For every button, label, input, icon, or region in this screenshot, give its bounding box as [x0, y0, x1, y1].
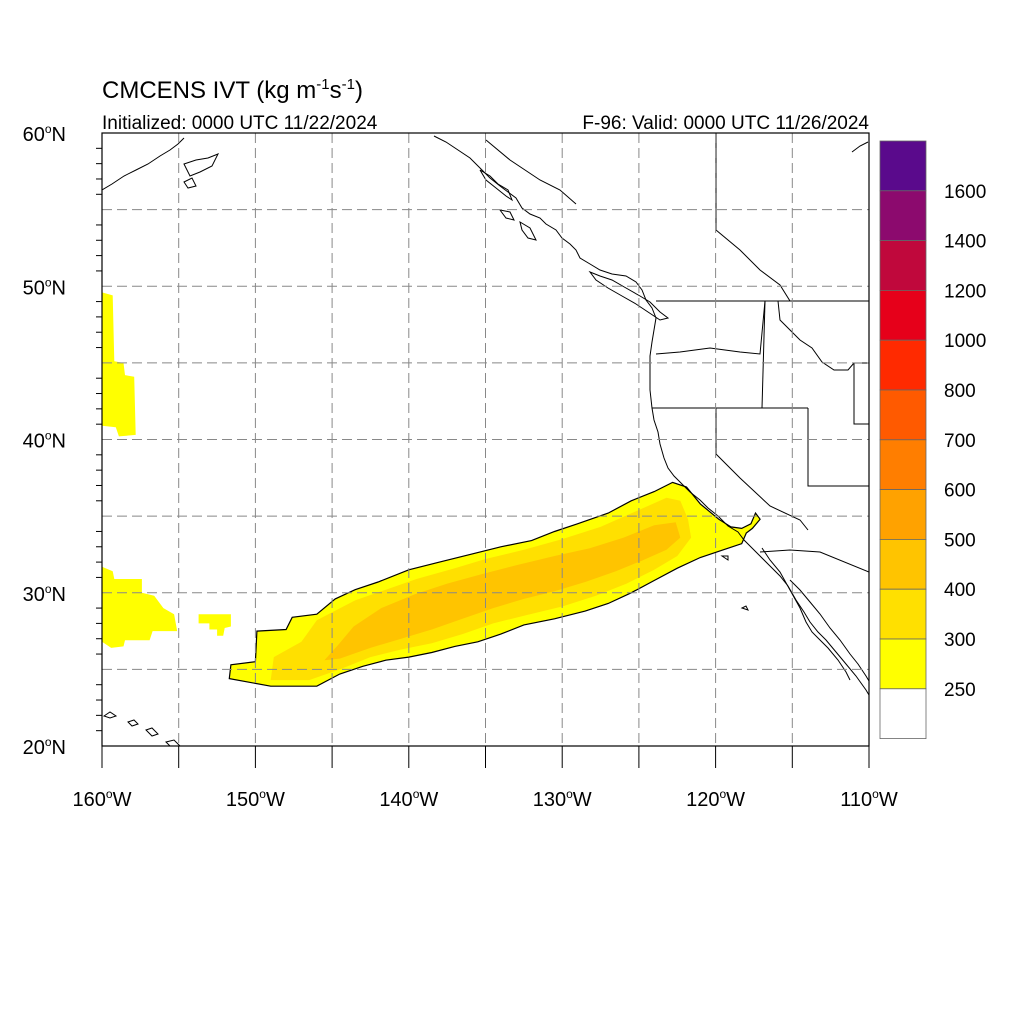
colorbar-swatch — [879, 539, 927, 590]
coastline-hudson — [851, 141, 869, 153]
border-id-east — [761, 300, 766, 409]
coastline-channel-islands — [720, 555, 749, 611]
lon-label: 120oW — [686, 787, 745, 811]
ivt-patch-small — [198, 614, 231, 636]
colorbar-swatch — [879, 688, 927, 739]
coastline-alaska-sw — [102, 137, 185, 191]
border-ca-nv — [715, 408, 809, 531]
coastline-vancouver-island — [588, 270, 670, 321]
border-ut-co — [853, 363, 869, 425]
lat-label: 30oN — [23, 582, 66, 606]
lat-label: 60oN — [23, 122, 66, 146]
coastline-baja — [761, 547, 851, 681]
axis-ticks — [96, 147, 870, 768]
coastline-alaska-islands — [479, 169, 537, 241]
longitude-labels: 160oW 150oW 140oW 130oW 120oW 110oW — [73, 787, 898, 811]
colorbar-label: 300 — [944, 630, 976, 651]
border-mt-id — [777, 300, 855, 371]
border-bc-alberta — [715, 133, 791, 302]
graticule — [102, 133, 869, 746]
colorbar-label: 600 — [944, 481, 976, 502]
border-ca-mexico — [759, 549, 869, 573]
border-wa-or — [655, 300, 766, 355]
lat-label: 40oN — [23, 429, 66, 453]
lat-label: 20oN — [23, 735, 66, 759]
map-panel: 60oN 50oN 40oN 30oN 20oN 160oW 150oW 140oW 130o… — [23, 122, 898, 811]
ivt-patch-northwest — [102, 292, 136, 437]
colorbar — [879, 140, 927, 739]
colorbar-label: 500 — [944, 530, 976, 551]
colorbar-swatch — [879, 339, 927, 391]
border-nv-ut — [807, 408, 869, 487]
lon-label: 140oW — [379, 787, 438, 811]
figure-title: CMCENS IVT (kg m-1s-1) — [102, 76, 363, 104]
lon-label: 130oW — [533, 787, 592, 811]
lon-label: 110oW — [840, 787, 898, 811]
colorbar-label: 250 — [944, 680, 976, 701]
colorbar-label: 1600 — [944, 182, 986, 203]
lon-label: 150oW — [226, 787, 285, 811]
colorbar-label: 1000 — [944, 331, 986, 352]
border-alaska-bc — [485, 139, 577, 205]
colorbar-label: 1400 — [944, 232, 986, 253]
init-time-label: Initialized: 0000 UTC 11/22/2024 — [102, 113, 378, 134]
colorbar-label: 1200 — [944, 281, 986, 302]
coastline-baja-east — [789, 579, 869, 682]
colorbar-swatch — [879, 289, 927, 341]
coastlines — [102, 135, 869, 746]
colorbar-label: 800 — [944, 381, 976, 402]
ivt-core-400 — [324, 522, 681, 661]
colorbar-labels: 1600 1400 1200 1000 800 700 600 500 400 300 250 — [944, 182, 986, 701]
colorbar-label: 700 — [944, 431, 976, 452]
coastline-alaska-islands-2 — [183, 153, 220, 189]
latitude-labels: 60oN 50oN 40oN 30oN 20oN — [23, 122, 66, 759]
colorbar-label: 400 — [944, 580, 976, 601]
colorbar-swatch — [879, 389, 927, 441]
ivt-patch-southwest — [102, 566, 178, 648]
colorbar-swatch — [879, 439, 927, 490]
ivt-contour-400 — [324, 522, 681, 661]
lon-label: 160oW — [73, 787, 132, 811]
colorbar-swatch — [879, 190, 927, 242]
coastline-hawaii — [102, 711, 181, 746]
colorbar-swatch — [879, 638, 927, 690]
colorbar-swatch — [879, 489, 927, 540]
colorbar-swatch — [879, 240, 927, 291]
valid-time-label: F-96: Valid: 0000 UTC 11/26/2024 — [582, 113, 869, 134]
colorbar-swatch — [879, 140, 927, 192]
colorbar-swatch — [879, 588, 927, 640]
lat-label: 50oN — [23, 275, 66, 299]
